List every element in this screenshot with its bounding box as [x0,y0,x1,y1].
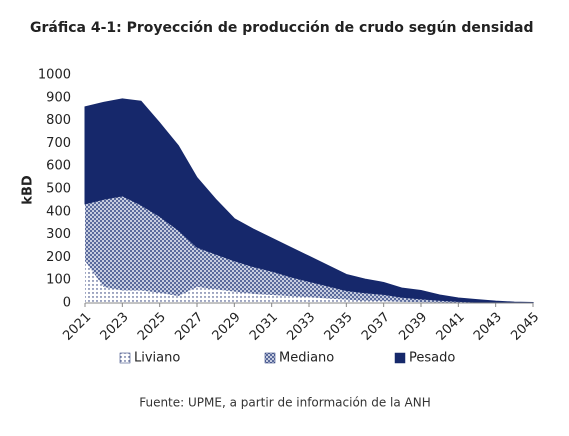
legend-label: Liviano [134,351,180,366]
legend-swatch [264,352,276,364]
x-tick-label: 2033 [284,310,318,344]
area [85,195,533,303]
x-tick-label: 2037 [359,310,393,344]
legend-swatch [119,352,131,364]
x-tick-label: 2029 [210,310,244,344]
y-axis-label: kBD [21,175,36,205]
x-tick-label: 2045 [508,310,542,344]
x-tick-label: 2043 [471,310,505,344]
y-tick-label: 700 [46,136,71,151]
chart-title: Gráfica 4-1: Proyección de producción de… [30,20,533,36]
area [85,260,533,303]
x-tick-label: 2021 [60,310,94,344]
x-tick-label: 2023 [98,310,132,344]
x-tick-label: 2031 [247,310,281,344]
y-tick-label: 500 [46,182,71,197]
source-note: Fuente: UPME, a partir de información de… [139,396,431,410]
x-tick-label: 2039 [396,310,430,344]
x-tick-label: 2035 [322,310,356,344]
x-tick-label: 2041 [434,310,468,344]
y-tick-label: 300 [46,227,71,242]
legend-swatch [394,352,406,364]
x-tick-label: 2027 [172,310,206,344]
y-tick-label: 900 [46,90,71,105]
y-tick-label: 200 [46,250,71,265]
y-tick-label: 400 [46,204,71,219]
y-tick-label: 100 [46,273,71,288]
y-tick-label: 0 [63,296,71,311]
y-tick-label: 600 [46,159,71,174]
x-tick-label: 2025 [135,310,169,344]
legend-label: Mediano [279,351,334,366]
legend-label: Pesado [409,351,455,366]
y-tick-label: 800 [46,113,71,128]
y-tick-label: 1000 [38,68,71,83]
